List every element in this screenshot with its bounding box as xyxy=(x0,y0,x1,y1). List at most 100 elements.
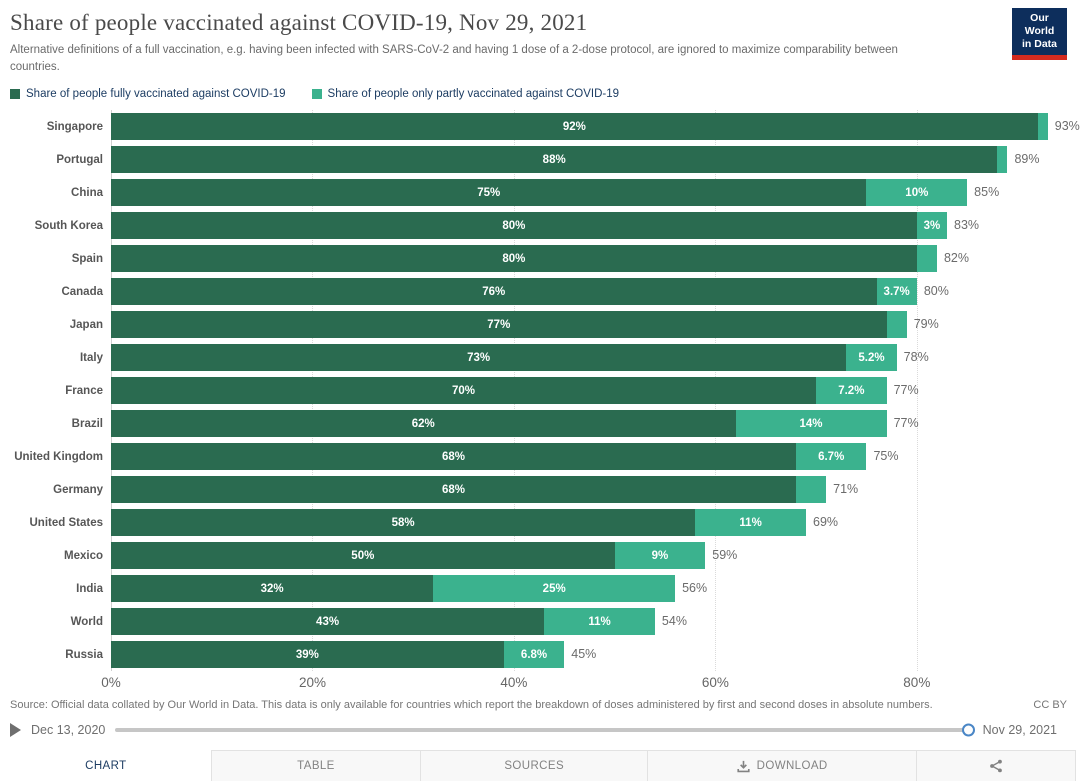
bar-total-label: 93% xyxy=(1054,119,1080,134)
bar-value-label: 6.7% xyxy=(818,450,845,463)
bar-segment-fully[interactable]: 77% xyxy=(111,311,887,339)
bar-value-label: 70% xyxy=(452,384,476,397)
bar-total-label: 71% xyxy=(833,482,859,497)
bar-segment-fully[interactable]: 73% xyxy=(111,344,847,372)
bar-track: 80% 82% xyxy=(111,245,1080,273)
timeline-start-date[interactable]: Dec 13, 2020 xyxy=(31,722,106,737)
bar-segment-fully[interactable]: 88% xyxy=(111,146,998,174)
bar-value-label: 7.2% xyxy=(838,384,865,397)
owid-logo[interactable]: Our World in Data xyxy=(1012,8,1067,61)
bar-segment-fully[interactable]: 92% xyxy=(111,113,1038,141)
x-axis: 0% 20% 40% 60% 80% xyxy=(101,671,1080,693)
bar-value-label: 3.7% xyxy=(883,285,910,298)
bar-segment-fully[interactable]: 32% xyxy=(111,575,434,603)
bar-segment-fully[interactable]: 62% xyxy=(111,410,736,438)
bar-total-label: 77% xyxy=(893,416,919,431)
bar-segment-fully[interactable]: 58% xyxy=(111,509,696,537)
country-label: South Korea xyxy=(34,219,103,232)
bar-segment-fully[interactable]: 68% xyxy=(111,443,796,471)
bar-segment-partly[interactable]: 5.2% xyxy=(846,344,897,372)
bar-value-label: 62% xyxy=(411,417,435,430)
bar-segment-fully[interactable]: 70% xyxy=(111,377,817,405)
x-axis-tick: 80% xyxy=(903,675,931,691)
legend-item-partly[interactable]: Share of people only partly vaccinated a… xyxy=(311,88,620,101)
bar-value-label: 39% xyxy=(295,648,319,661)
tab-chart[interactable]: CHART xyxy=(0,750,212,781)
chart-row: France 70% 7.2% 77% xyxy=(0,374,1080,407)
bar-segment-partly[interactable]: 6.8% xyxy=(503,641,565,669)
bar-segment-fully[interactable]: 50% xyxy=(111,542,615,570)
bar-segment-partly[interactable]: 6.7% xyxy=(795,443,867,471)
country-label: Germany xyxy=(53,483,103,496)
bar-value-label: 80% xyxy=(502,252,526,265)
bar-total-label: 45% xyxy=(571,647,597,662)
tab-table[interactable]: TABLE xyxy=(210,750,422,781)
bar-segment-partly[interactable]: 14% xyxy=(735,410,887,438)
bar-segment-partly[interactable]: 25% xyxy=(433,575,676,603)
bar-segment-fully[interactable]: 80% xyxy=(111,212,917,240)
timeline-handle[interactable] xyxy=(961,723,975,737)
bar-segment-fully[interactable]: 80% xyxy=(111,245,917,273)
chart-row: India 32% 25% 56% xyxy=(0,572,1080,605)
bar-segment-partly[interactable] xyxy=(916,245,937,273)
bar-track: 80% 3% 83% xyxy=(111,212,1080,240)
chart-header: Share of people vaccinated against COVID… xyxy=(0,0,1080,75)
bar-segment-partly[interactable]: 7.2% xyxy=(816,377,887,405)
bar-track: 88% 89% xyxy=(111,146,1080,174)
bar-total-label: 78% xyxy=(903,350,929,365)
bar-value-label: 6.8% xyxy=(520,648,548,661)
timeline-end-date[interactable]: Nov 29, 2021 xyxy=(982,722,1057,737)
legend-label-partly: Share of people only partly vaccinated a… xyxy=(327,88,620,101)
bar-total-label: 77% xyxy=(893,383,919,398)
bar-value-label: 43% xyxy=(316,615,340,628)
tab-sources-label: SOURCES xyxy=(504,760,565,772)
bar-segment-partly[interactable]: 11% xyxy=(544,608,655,636)
bar-segment-partly[interactable]: 3.7% xyxy=(876,278,917,306)
bar-chart: Singapore 92% 93% Portugal 88% 89% China 75% 10%… xyxy=(0,110,1080,693)
bar-track: 75% 10% 85% xyxy=(111,179,1080,207)
bar-track: 58% 11% 69% xyxy=(111,509,1080,537)
legend-swatch-fully xyxy=(10,89,20,100)
bar-segment-partly[interactable] xyxy=(886,311,907,339)
chart-row: China 75% 10% 85% xyxy=(0,176,1080,209)
bar-value-label: 92% xyxy=(562,120,586,133)
chart-row: United Kingdom 68% 6.7% 75% xyxy=(0,440,1080,473)
bar-total-label: 75% xyxy=(873,449,899,464)
bar-value-label: 77% xyxy=(487,318,511,331)
bar-segment-fully[interactable]: 68% xyxy=(111,476,796,504)
bar-value-label: 5.2% xyxy=(858,351,885,364)
country-label: Portugal xyxy=(56,153,103,166)
bar-segment-partly[interactable] xyxy=(795,476,827,504)
bar-segment-partly[interactable] xyxy=(997,146,1008,174)
bar-segment-partly[interactable] xyxy=(1037,113,1048,141)
license-link[interactable]: CC BY xyxy=(1033,699,1067,712)
bar-segment-partly[interactable]: 3% xyxy=(916,212,948,240)
bar-segment-partly[interactable]: 11% xyxy=(695,509,807,537)
bar-segment-partly[interactable]: 9% xyxy=(614,542,706,570)
play-icon[interactable] xyxy=(10,722,21,737)
bar-track: 43% 11% 54% xyxy=(111,608,1080,636)
source-line: Source: Official data collated by Our Wo… xyxy=(0,693,1080,711)
legend-item-fully[interactable]: Share of people fully vaccinated against… xyxy=(10,88,286,100)
bar-segment-fully[interactable]: 76% xyxy=(111,278,877,306)
bar-segment-fully[interactable]: 43% xyxy=(111,608,545,636)
country-label: United Kingdom xyxy=(14,450,103,463)
country-label: China xyxy=(71,186,103,199)
owid-logo-line2: in Data xyxy=(1021,38,1057,51)
bar-value-label: 75% xyxy=(477,186,501,199)
tab-download-label: DOWNLOAD xyxy=(756,760,828,772)
bar-segment-fully[interactable]: 75% xyxy=(111,179,867,207)
bar-value-label: 58% xyxy=(391,516,415,529)
bar-total-label: 83% xyxy=(954,218,980,233)
tab-download[interactable]: DOWNLOAD xyxy=(647,750,918,781)
bar-segment-fully[interactable]: 39% xyxy=(111,641,504,669)
share-icon xyxy=(990,759,1002,773)
tab-sources[interactable]: SOURCES xyxy=(420,750,649,781)
timeline-slider[interactable] xyxy=(115,723,975,737)
chart-row: Portugal 88% 89% xyxy=(0,143,1080,176)
chart-legend: Share of people fully vaccinated against… xyxy=(10,88,1080,100)
bar-segment-partly[interactable]: 10% xyxy=(866,179,968,207)
tab-share[interactable] xyxy=(916,750,1076,781)
country-label: Mexico xyxy=(64,549,103,562)
bar-value-label: 76% xyxy=(482,285,506,298)
